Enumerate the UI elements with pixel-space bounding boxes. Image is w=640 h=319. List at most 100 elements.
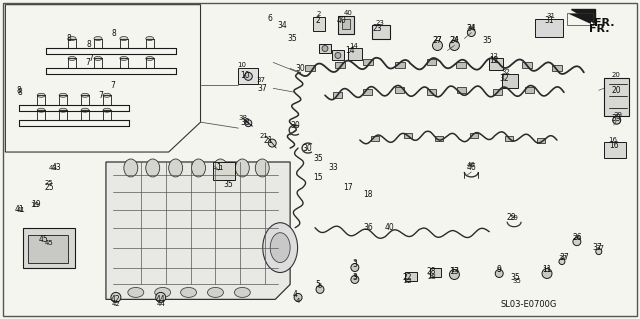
Text: 2: 2: [316, 16, 321, 25]
Text: 43: 43: [49, 165, 58, 171]
Circle shape: [156, 293, 166, 302]
Text: 38: 38: [241, 118, 250, 127]
Bar: [470, 133, 478, 137]
Text: 8: 8: [18, 88, 22, 97]
Text: 33: 33: [328, 163, 338, 173]
Circle shape: [335, 52, 341, 58]
Text: 9: 9: [497, 266, 502, 272]
Text: 11: 11: [543, 266, 552, 272]
Ellipse shape: [37, 93, 45, 97]
Text: 46: 46: [467, 162, 476, 168]
Text: 7: 7: [86, 58, 90, 67]
Text: 31: 31: [544, 16, 554, 25]
Text: SL03-E0700G: SL03-E0700G: [501, 300, 557, 309]
Ellipse shape: [103, 93, 111, 97]
Text: 20: 20: [611, 72, 620, 78]
Text: 9: 9: [497, 265, 502, 274]
Text: 30: 30: [295, 64, 305, 73]
Text: 44: 44: [156, 295, 166, 304]
Bar: [535, 19, 563, 37]
Bar: [427, 89, 436, 95]
Bar: [23, 228, 75, 268]
Text: 34: 34: [467, 24, 476, 30]
Bar: [338, 16, 354, 33]
Text: 25: 25: [45, 180, 54, 186]
Text: 18: 18: [363, 190, 372, 199]
Text: 13: 13: [450, 266, 459, 272]
Ellipse shape: [191, 159, 205, 177]
Ellipse shape: [59, 108, 67, 112]
Text: 37: 37: [595, 245, 604, 251]
Ellipse shape: [270, 233, 290, 263]
Bar: [28, 235, 68, 263]
Text: 23: 23: [375, 19, 384, 26]
Circle shape: [294, 293, 302, 301]
Bar: [335, 63, 345, 68]
Bar: [552, 65, 562, 71]
Ellipse shape: [146, 159, 160, 177]
Bar: [505, 136, 513, 141]
Text: FR.: FR.: [593, 18, 614, 28]
Bar: [429, 268, 442, 278]
Text: 27: 27: [433, 36, 442, 45]
Text: 21: 21: [260, 133, 269, 139]
Circle shape: [449, 270, 460, 279]
Text: 37: 37: [559, 253, 569, 262]
Ellipse shape: [94, 37, 102, 41]
Text: 25: 25: [44, 183, 54, 192]
Bar: [502, 74, 518, 88]
Text: 42: 42: [111, 295, 121, 304]
Polygon shape: [571, 9, 595, 23]
Ellipse shape: [146, 56, 154, 60]
Text: 24: 24: [450, 35, 459, 41]
Text: 35: 35: [483, 36, 492, 45]
Text: 44: 44: [156, 301, 165, 308]
Bar: [457, 87, 466, 93]
Bar: [493, 89, 502, 95]
Text: 19: 19: [31, 200, 41, 209]
Text: 41: 41: [15, 205, 24, 214]
Ellipse shape: [59, 93, 67, 97]
Text: 1: 1: [218, 165, 223, 171]
Ellipse shape: [236, 159, 250, 177]
Text: 20: 20: [612, 86, 621, 95]
Ellipse shape: [255, 159, 269, 177]
Text: 35: 35: [287, 34, 297, 43]
Text: 22: 22: [403, 278, 412, 285]
Text: 37: 37: [257, 84, 267, 93]
Circle shape: [322, 46, 328, 51]
Ellipse shape: [103, 108, 111, 112]
Bar: [372, 25, 390, 39]
Ellipse shape: [128, 287, 144, 297]
Text: 8: 8: [67, 34, 72, 43]
Text: 3: 3: [353, 274, 357, 280]
Bar: [214, 162, 236, 180]
Text: 16: 16: [608, 137, 617, 143]
Text: 29: 29: [506, 213, 516, 222]
Text: 8: 8: [111, 29, 116, 38]
Bar: [604, 142, 626, 158]
Text: 15: 15: [313, 174, 323, 182]
Ellipse shape: [68, 56, 76, 60]
Ellipse shape: [68, 37, 76, 41]
Text: 3: 3: [353, 273, 357, 282]
Circle shape: [351, 276, 359, 284]
Ellipse shape: [37, 108, 45, 112]
Circle shape: [449, 41, 460, 50]
Ellipse shape: [81, 108, 89, 112]
Text: 34: 34: [467, 24, 476, 33]
Text: 35: 35: [510, 273, 520, 282]
Text: 14: 14: [349, 43, 358, 49]
Text: 39: 39: [612, 114, 621, 123]
Text: 39: 39: [613, 112, 622, 118]
Bar: [604, 78, 628, 116]
Ellipse shape: [263, 223, 298, 272]
Text: 3: 3: [353, 259, 357, 264]
Bar: [305, 65, 315, 71]
Bar: [363, 59, 372, 65]
Text: 46: 46: [467, 163, 476, 173]
Text: 16: 16: [609, 141, 618, 150]
Circle shape: [433, 41, 442, 50]
Text: 5: 5: [318, 284, 322, 289]
Ellipse shape: [120, 56, 128, 60]
